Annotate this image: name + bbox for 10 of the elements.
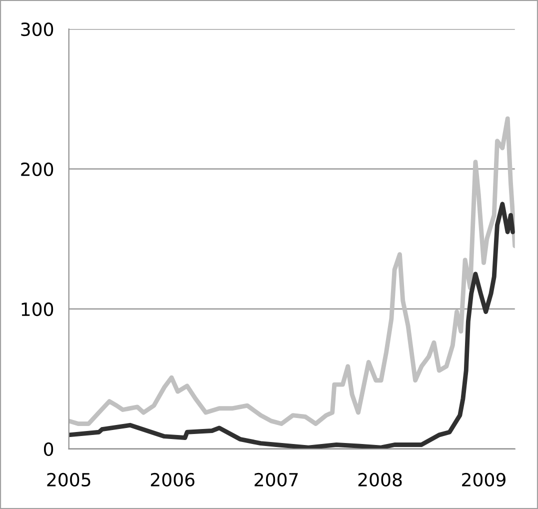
y-tick-label: 0 xyxy=(44,442,54,456)
x-tick-label: 2005 xyxy=(47,472,90,487)
x-tick-label: 2008 xyxy=(358,472,402,487)
x-tick-label: 2006 xyxy=(150,472,194,487)
y-tick-label: 200 xyxy=(21,162,54,176)
x-tick-label: 2007 xyxy=(254,472,298,487)
y-tick-label: 100 xyxy=(22,302,54,316)
y-tick-label: 300 xyxy=(21,22,54,36)
line-series xyxy=(68,116,515,426)
x-tick-label: 2009 xyxy=(462,472,506,487)
